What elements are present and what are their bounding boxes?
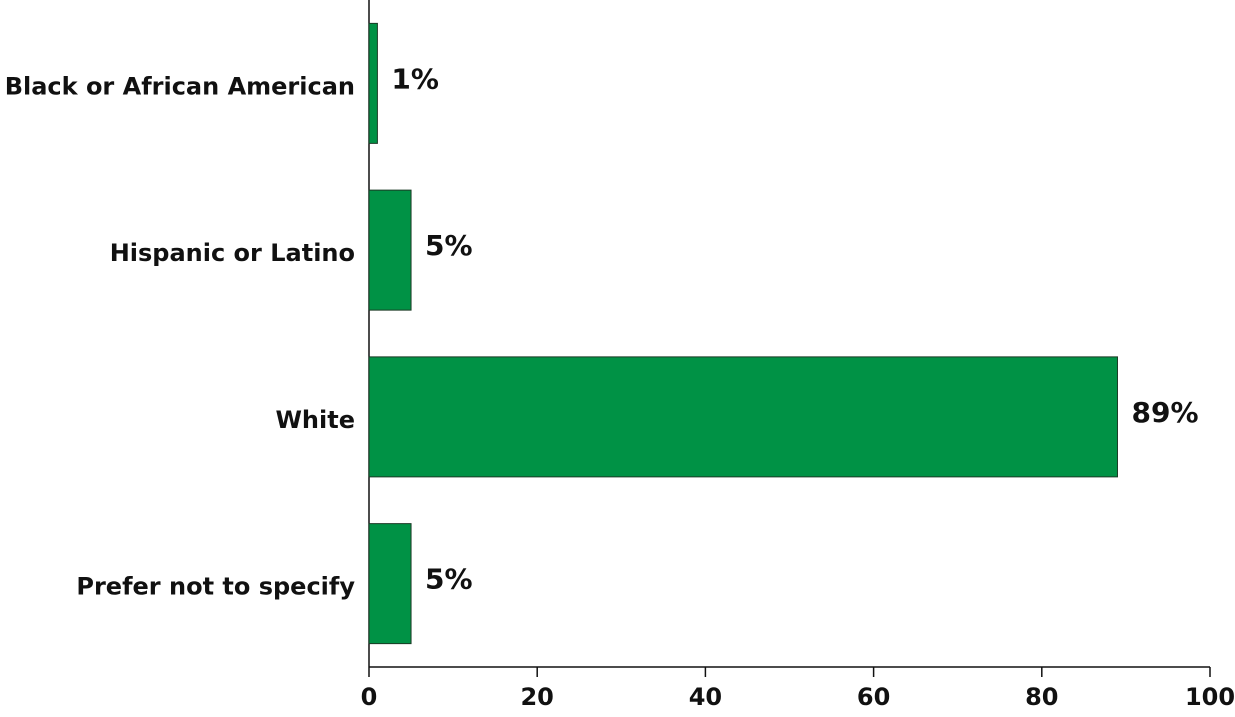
- bar: [368, 22, 378, 144]
- x-tick-label: 100: [1185, 683, 1235, 711]
- y-tick-label: White: [275, 406, 355, 434]
- x-tick-label: 20: [520, 683, 553, 711]
- value-label: 5%: [425, 229, 473, 262]
- value-label: 1%: [391, 62, 439, 95]
- bar: [368, 356, 1118, 478]
- bar: [368, 523, 412, 645]
- x-tick-label: 0: [361, 683, 378, 711]
- y-tick-label: Hispanic or Latino: [110, 239, 355, 267]
- value-label: 89%: [1131, 396, 1198, 429]
- x-tick-label: 80: [1025, 683, 1058, 711]
- x-tick-label: 40: [689, 683, 722, 711]
- value-label: 5%: [425, 563, 473, 596]
- y-tick-label: Black or African American: [5, 72, 355, 100]
- x-tick-label: 60: [857, 683, 890, 711]
- y-tick-label: Prefer not to specify: [76, 573, 355, 601]
- bar: [368, 189, 412, 311]
